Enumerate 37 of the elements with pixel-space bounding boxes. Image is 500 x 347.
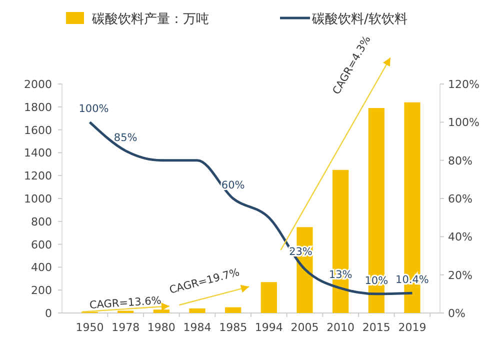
y-tick-label: 1400	[24, 146, 52, 160]
y-tick-label: 200	[31, 284, 52, 298]
bar	[260, 282, 277, 313]
x-tick-label: 2005	[290, 321, 319, 334]
x-tick-label: 2019	[398, 321, 426, 334]
y-tick-label: 400	[31, 261, 52, 274]
y-tick-label: 1000	[24, 192, 52, 206]
y2-tick-label: 0%	[448, 307, 466, 320]
y2-tick-label: 80%	[448, 154, 472, 168]
y2-tick-label: 60%	[448, 192, 472, 206]
x-tick-label: 2010	[326, 321, 355, 334]
bar	[189, 308, 206, 313]
data-label: 60%	[221, 180, 245, 192]
x-tick-label: 1984	[183, 321, 212, 334]
data-label: 100%	[78, 103, 109, 116]
y-tick-label: 2000	[24, 78, 52, 91]
y-tick-label: 1200	[24, 170, 52, 183]
y-tick-label: 600	[31, 238, 52, 252]
x-tick-label: 1950	[76, 321, 104, 334]
y2-tick-label: 120%	[448, 78, 480, 91]
y2-tick-label: 40%	[448, 230, 472, 244]
x-tick-label: 2015	[362, 321, 390, 334]
legend-label: 碳酸饮料产量：万吨	[91, 12, 209, 27]
y2-tick-label: 100%	[448, 116, 480, 130]
y-tick-label: 1600	[24, 124, 52, 137]
y-tick-label: 800	[31, 215, 52, 228]
y-tick-label: 1800	[24, 100, 52, 114]
x-tick-label: 1978	[112, 321, 140, 334]
x-tick-label: 1994	[254, 321, 283, 334]
legend-label: 碳酸饮料/软饮料	[311, 12, 408, 27]
x-tick-label: 1985	[219, 321, 248, 334]
bar	[225, 307, 242, 313]
x-tick-label: 1980	[147, 321, 176, 334]
y-tick-label: 0	[45, 307, 52, 320]
y2-tick-label: 20%	[448, 268, 472, 282]
annotation: CAGR=13.6%	[89, 294, 162, 312]
data-label: 85%	[114, 132, 138, 144]
